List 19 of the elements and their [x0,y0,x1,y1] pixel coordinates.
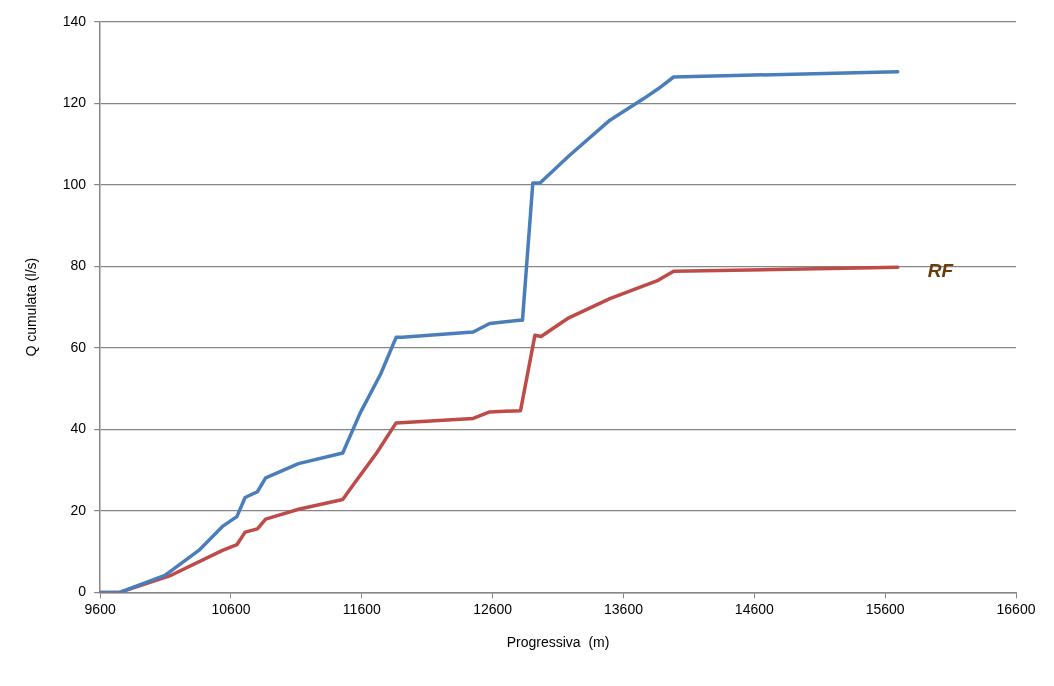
y-tick-label: 100 [62,175,87,192]
y-axis-title: Q cumulata (l/s) [23,257,40,357]
x-tick-label: 13600 [604,600,644,617]
x-tick-label: 12600 [473,600,513,617]
x-tick-label: 14600 [734,600,775,617]
x-axis-title: Progressiva (m) [506,634,610,651]
x-tick-label: 11600 [342,600,381,617]
y-tick-label: 40 [70,420,87,437]
x-tick-label: 9600 [84,600,116,617]
x-tick-label: 10600 [211,600,251,617]
y-tick-label: 0 [78,583,87,600]
y-tick-label: 140 [62,12,87,29]
y-tick-label: 20 [70,501,87,518]
y-tick-label: 120 [62,94,87,111]
y-tick-label: 80 [70,257,87,274]
y-tick-label: 60 [70,338,87,355]
series-label: RF [927,259,955,281]
x-tick-label: 15600 [865,600,905,617]
x-tick-label: 16600 [996,600,1036,617]
